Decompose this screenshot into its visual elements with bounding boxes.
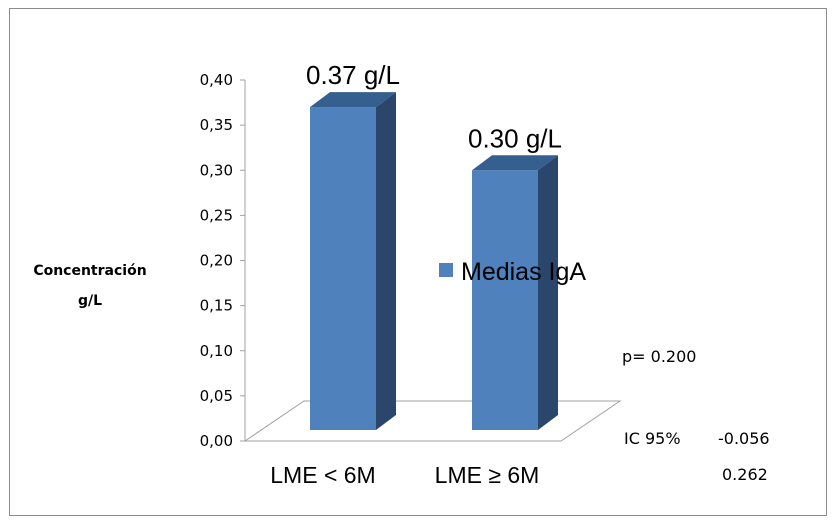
y-tick-label: 0,00 <box>200 432 233 450</box>
chart-frame <box>9 8 827 516</box>
chart-floor <box>243 400 622 442</box>
bar-front <box>472 170 538 430</box>
category-label: LME < 6M <box>270 462 375 488</box>
y-tick-label: 0,30 <box>200 161 233 179</box>
bar-front <box>310 107 376 430</box>
category-labels: LME < 6M LME ≥ 6M <box>270 462 539 488</box>
bar-side <box>376 92 396 430</box>
y-tick-label: 0,35 <box>200 116 233 134</box>
bars <box>310 92 558 430</box>
y-tick-labels: 0,00 0,05 0,10 0,15 0,20 0,25 0,30 0,35 0,40 <box>200 71 233 450</box>
ci-high-note: 0.262 <box>722 465 768 484</box>
axes <box>240 79 622 442</box>
data-labels: 0.37 g/L 0.30 g/L <box>306 60 562 153</box>
ci-low-note: -0.056 <box>718 429 770 448</box>
y-tick-label: 0,10 <box>200 342 233 360</box>
legend-label: Medias IgA <box>461 258 586 286</box>
y-axis-label-line1: Concentración <box>33 263 146 279</box>
data-label: 0.37 g/L <box>306 60 400 90</box>
p-value-note: p= 0.200 <box>622 347 696 366</box>
bar-side <box>538 155 558 430</box>
y-tick-label: 0,20 <box>200 252 233 270</box>
y-tick-label: 0,05 <box>200 387 233 405</box>
category-label: LME ≥ 6M <box>435 462 540 488</box>
y-axis-label-line2: g/L <box>78 293 102 309</box>
y-tick-label: 0,25 <box>200 206 233 224</box>
ci-label-note: IC 95% <box>624 429 681 448</box>
legend-swatch <box>439 263 453 277</box>
y-tick-label: 0,40 <box>200 71 233 89</box>
bar-top <box>472 155 558 171</box>
bar-top <box>310 92 396 108</box>
data-label: 0.30 g/L <box>468 123 562 153</box>
y-tick-label: 0,15 <box>200 297 233 315</box>
